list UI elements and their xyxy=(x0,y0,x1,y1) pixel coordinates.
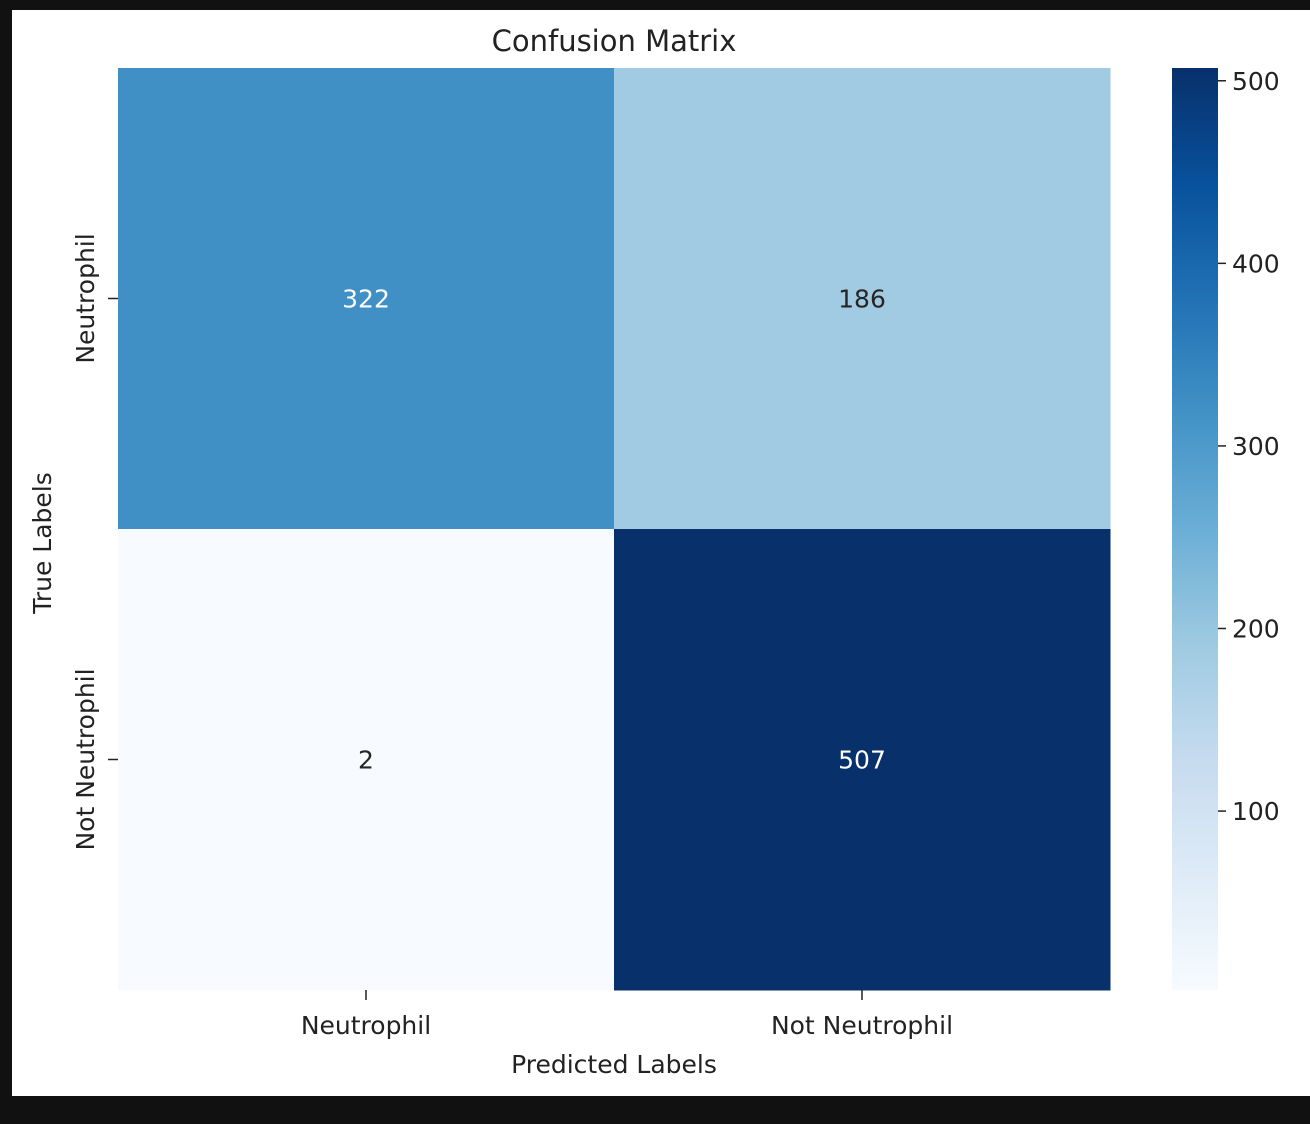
confusion-matrix-chart: Confusion Matrix 322 186 2 507 Neutrophil No… xyxy=(28,24,1280,1079)
heatmap-cells xyxy=(118,68,1111,991)
cell-value-label: 2 xyxy=(358,746,374,775)
heatmap-cell xyxy=(614,68,1111,530)
y-tick-label: Not Neutrophil xyxy=(71,668,100,850)
x-tick-label: Neutrophil xyxy=(301,1011,431,1040)
colorbar-tick-label: 300 xyxy=(1232,432,1280,461)
y-axis-label: True Labels xyxy=(28,472,57,615)
y-axis: Neutrophil Not Neutrophil xyxy=(71,233,118,851)
heatmap-cell xyxy=(118,529,615,991)
colorbar-axis: 100 200 300 400 500 xyxy=(1218,67,1280,826)
cell-value-label: 322 xyxy=(342,285,390,314)
x-axis-label: Predicted Labels xyxy=(511,1050,717,1079)
heatmap-cell xyxy=(118,68,615,530)
colorbar-tick-label: 100 xyxy=(1232,797,1280,826)
figure-canvas: Confusion Matrix 322 186 2 507 Neutrophil No… xyxy=(12,10,1310,1096)
chart-title: Confusion Matrix xyxy=(492,24,737,58)
colorbar-tick-label: 400 xyxy=(1232,249,1280,278)
colorbar-tick-label: 500 xyxy=(1232,67,1280,96)
x-axis: Neutrophil Not Neutrophil xyxy=(301,990,953,1040)
colorbar xyxy=(1172,68,1218,990)
cell-value-label: 186 xyxy=(838,285,886,314)
heatmap-cell xyxy=(614,529,1111,991)
heatmap-cell-labels: 322 186 2 507 xyxy=(342,285,886,775)
y-tick-label: Neutrophil xyxy=(71,233,100,363)
colorbar-tick-label: 200 xyxy=(1232,615,1280,644)
x-tick-label: Not Neutrophil xyxy=(771,1011,953,1040)
cell-value-label: 507 xyxy=(838,746,886,775)
